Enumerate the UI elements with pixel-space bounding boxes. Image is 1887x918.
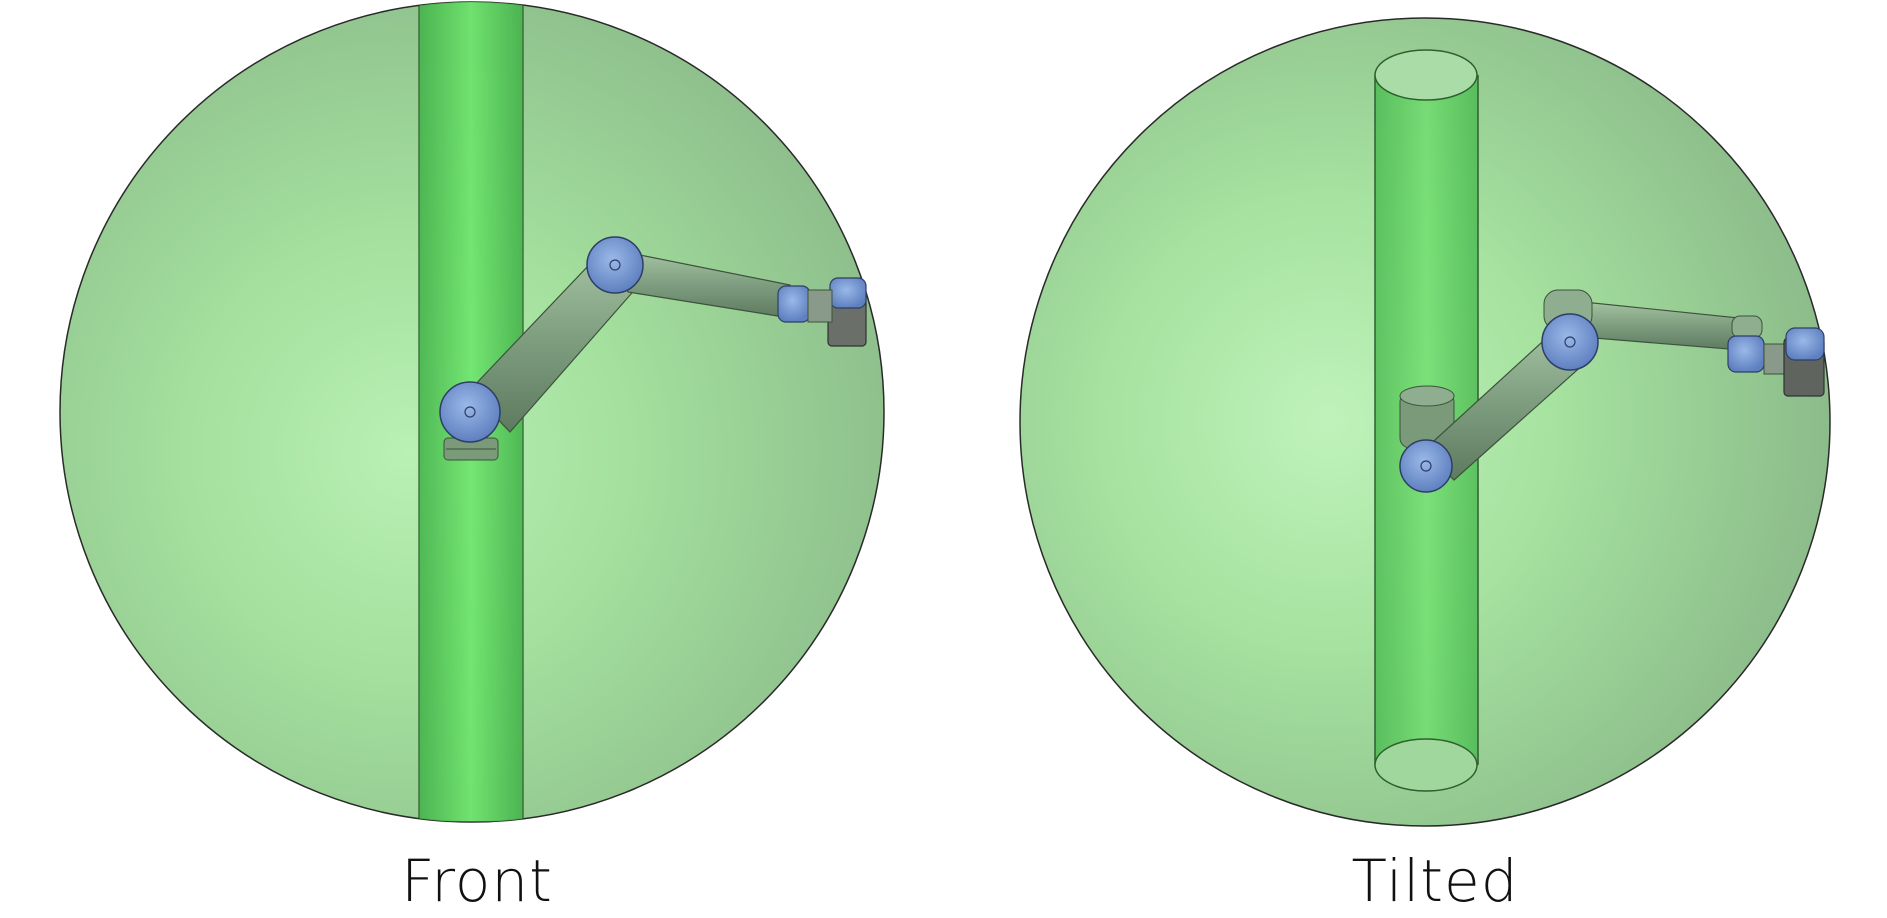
robot-arm-front-view <box>439 236 867 461</box>
tilted-view-label: Tilted <box>1351 847 1519 915</box>
front-view-label: Front <box>401 847 553 915</box>
front-view-figure <box>59 1 885 823</box>
front-view-panel: Front <box>59 1 885 915</box>
tilted-view-panel: Tilted <box>944 0 1887 918</box>
robot-arm-tilted-view <box>1399 289 1825 493</box>
tilted-view-figure <box>1019 17 1831 827</box>
